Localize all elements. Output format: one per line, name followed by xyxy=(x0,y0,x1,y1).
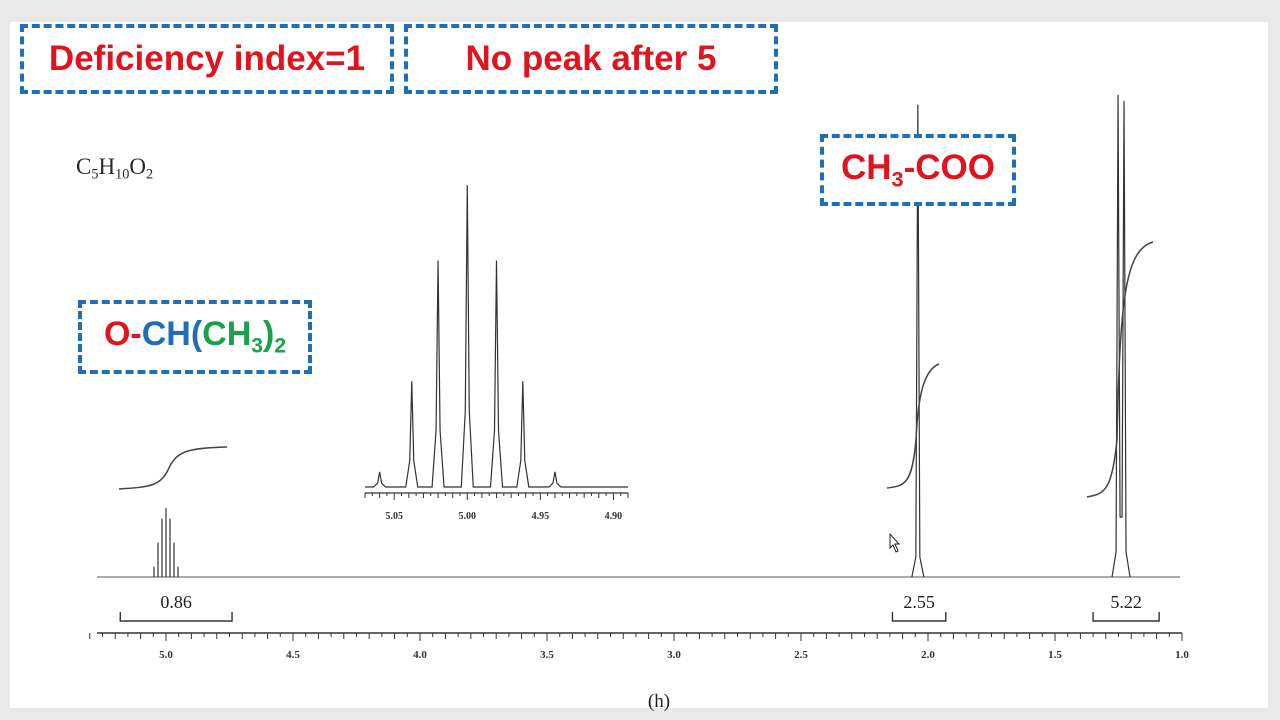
x-tick-label: 5.0 xyxy=(159,649,173,661)
integral-curve xyxy=(886,363,940,489)
isopropoxy-text: O-CH(CH3)2 xyxy=(103,315,287,358)
ch3coo-text: CH3-COO xyxy=(840,147,995,192)
x-tick-label: 4.0 xyxy=(413,649,427,661)
x-tick-label: 3.0 xyxy=(667,649,681,661)
deficiency-index-text: Deficiency index=1 xyxy=(48,39,366,78)
x-axis-label: (h) xyxy=(648,691,670,712)
integrals: 0.86 2.55 5.22 xyxy=(119,592,1160,622)
integral-curve xyxy=(1086,241,1154,498)
doublet-peak xyxy=(1111,94,1131,578)
integral-bracket xyxy=(119,612,233,622)
inset-spectrum: 5.05 5.00 4.95 4.90 xyxy=(364,184,629,522)
isopropoxy-box: O-CH(CH3)2 xyxy=(78,300,312,374)
integral-value: 0.86 xyxy=(160,592,192,612)
x-tick-label: 2.5 xyxy=(794,649,808,661)
inset-tick-label: 4.95 xyxy=(532,511,550,522)
mouse-cursor-icon xyxy=(889,532,901,553)
ch3coo-box: CH3-COO xyxy=(820,134,1016,206)
molecular-formula: C5H10O2 xyxy=(76,154,154,183)
x-axis: 5.0 4.5 4.0 3.5 3.0 2.5 2.0 1.5 1.0 xyxy=(89,632,1189,661)
x-tick-label: 2.0 xyxy=(921,649,935,661)
x-tick-label: 3.5 xyxy=(540,649,554,661)
x-tick-label: 1.0 xyxy=(1175,649,1189,661)
inset-tick-label: 5.00 xyxy=(459,511,477,522)
inset-tick-label: 4.90 xyxy=(605,511,623,522)
main-spectrum xyxy=(97,94,1180,578)
integral-value: 2.55 xyxy=(903,592,935,612)
no-peak-text: No peak after 5 xyxy=(465,39,717,78)
inset-tick-label: 5.05 xyxy=(385,511,403,522)
integral-bracket xyxy=(891,612,947,622)
integral-curve xyxy=(118,446,228,490)
deficiency-index-box: Deficiency index=1 xyxy=(20,24,394,94)
integral-bracket xyxy=(1092,612,1160,622)
inset-septet-trace xyxy=(365,184,628,488)
x-tick-label: 4.5 xyxy=(286,649,300,661)
integral-value: 5.22 xyxy=(1110,592,1142,612)
x-tick-label: 1.5 xyxy=(1048,649,1062,661)
no-peak-box: No peak after 5 xyxy=(404,24,778,94)
singlet-peak xyxy=(911,104,925,578)
